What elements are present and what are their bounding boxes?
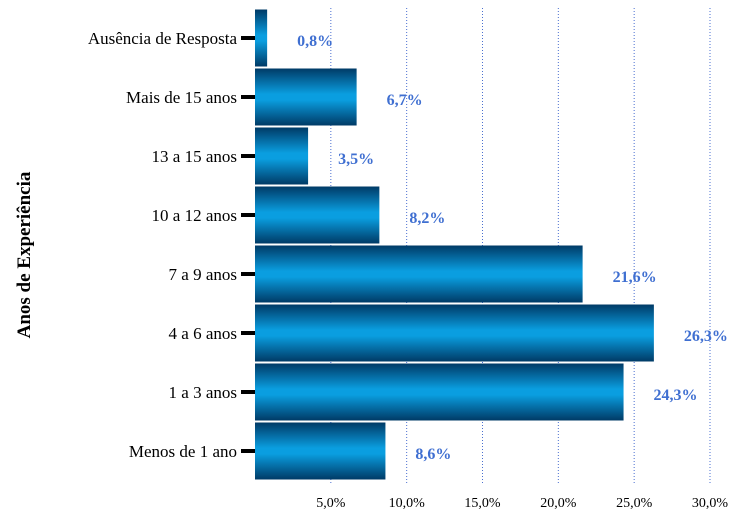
- value-label: 6,7%: [387, 92, 423, 109]
- y-axis-title: Anos de Experiência: [14, 171, 35, 338]
- bar: [255, 305, 654, 362]
- y-tick-mark: [241, 390, 255, 394]
- value-label: 24,3%: [654, 387, 698, 404]
- y-tick-mark: [241, 36, 255, 40]
- value-label: 26,3%: [684, 328, 728, 345]
- category-label: 4 a 6 anos: [169, 324, 237, 343]
- bar: [255, 69, 357, 126]
- bar: [255, 10, 267, 67]
- category-label: 13 a 15 anos: [152, 147, 237, 166]
- y-tick-mark: [241, 154, 255, 158]
- category-label: Ausência de Resposta: [88, 29, 238, 48]
- category-label: 1 a 3 anos: [169, 383, 237, 402]
- value-label: 21,6%: [613, 269, 657, 286]
- x-tick-label: 30,0%: [692, 496, 729, 511]
- y-tick-mark: [241, 95, 255, 99]
- bar: [255, 128, 308, 185]
- category-label: 7 a 9 anos: [169, 265, 237, 284]
- x-tick-label: 25,0%: [616, 496, 653, 511]
- y-tick-mark: [241, 331, 255, 335]
- bar: [255, 423, 385, 480]
- value-label: 8,6%: [415, 446, 451, 463]
- category-label: Mais de 15 anos: [126, 88, 237, 107]
- value-label: 8,2%: [409, 210, 445, 227]
- bar: [255, 246, 583, 303]
- category-label: 10 a 12 anos: [152, 206, 237, 225]
- bars: [255, 10, 654, 480]
- y-tick-mark: [241, 272, 255, 276]
- value-label: 3,5%: [338, 151, 374, 168]
- y-tick-mark: [241, 449, 255, 453]
- category-label: Menos de 1 ano: [129, 442, 237, 461]
- bar: [255, 364, 624, 421]
- bar: [255, 187, 379, 244]
- y-tick-mark: [241, 213, 255, 217]
- value-label: 0,8%: [297, 33, 333, 50]
- x-tick-label: 5,0%: [316, 496, 346, 511]
- x-tick-label: 15,0%: [464, 496, 501, 511]
- x-tick-label: 10,0%: [389, 496, 426, 511]
- x-tick-label: 20,0%: [540, 496, 577, 511]
